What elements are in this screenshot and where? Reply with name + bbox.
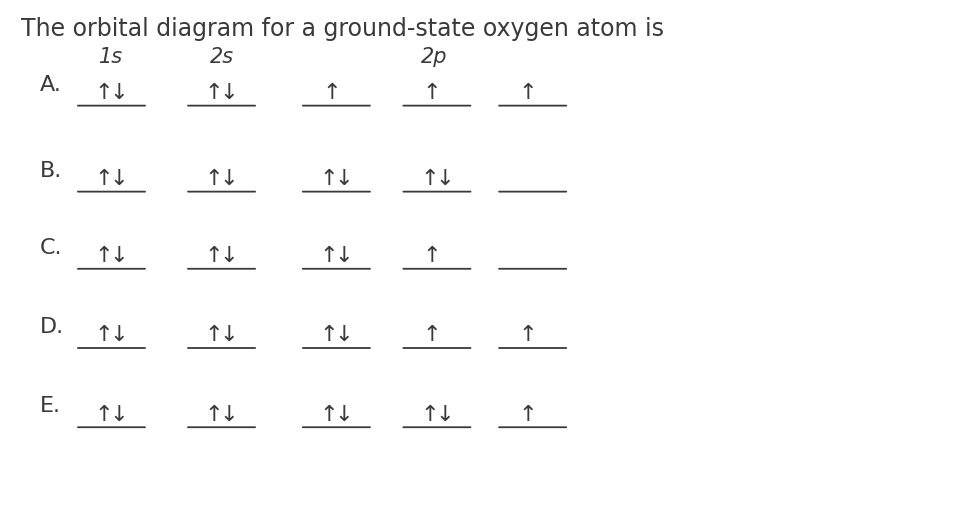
Text: ↓: ↓ — [109, 246, 129, 266]
Text: ↓: ↓ — [335, 405, 353, 424]
Text: ↓: ↓ — [109, 83, 129, 103]
Text: ↓: ↓ — [220, 83, 238, 103]
Text: ↑: ↑ — [320, 325, 338, 345]
Text: B.: B. — [39, 161, 62, 181]
Text: ↑: ↑ — [94, 325, 113, 345]
Text: ↑: ↑ — [94, 169, 113, 189]
Text: ↓: ↓ — [435, 405, 454, 424]
Text: ↑: ↑ — [204, 325, 224, 345]
Text: 2s: 2s — [209, 47, 233, 67]
Text: ↓: ↓ — [220, 405, 238, 424]
Text: ↓: ↓ — [109, 169, 129, 189]
Text: ↓: ↓ — [220, 325, 238, 345]
Text: ↓: ↓ — [109, 325, 129, 345]
Text: ↓: ↓ — [220, 246, 238, 266]
Text: ↑: ↑ — [94, 83, 113, 103]
Text: ↑: ↑ — [422, 246, 442, 266]
Text: 2p: 2p — [421, 47, 447, 67]
Text: C.: C. — [39, 238, 62, 258]
Text: ↑: ↑ — [204, 246, 224, 266]
Text: ↓: ↓ — [109, 405, 129, 424]
Text: ↑: ↑ — [204, 169, 224, 189]
Text: ↑: ↑ — [422, 325, 442, 345]
Text: ↓: ↓ — [435, 169, 454, 189]
Text: ↑: ↑ — [518, 83, 538, 103]
Text: ↑: ↑ — [323, 83, 341, 103]
Text: ↑: ↑ — [204, 405, 224, 424]
Text: ↑: ↑ — [518, 405, 538, 424]
Text: ↑: ↑ — [94, 246, 113, 266]
Text: ↑: ↑ — [204, 83, 224, 103]
Text: ↓: ↓ — [335, 246, 353, 266]
Text: ↓: ↓ — [220, 169, 238, 189]
Text: A.: A. — [39, 75, 61, 95]
Text: ↑: ↑ — [420, 169, 439, 189]
Text: 1s: 1s — [100, 47, 124, 67]
Text: ↑: ↑ — [420, 405, 439, 424]
Text: D.: D. — [39, 317, 63, 337]
Text: ↑: ↑ — [422, 83, 442, 103]
Text: ↓: ↓ — [335, 325, 353, 345]
Text: ↑: ↑ — [94, 405, 113, 424]
Text: The orbital diagram for a ground-state oxygen atom is: The orbital diagram for a ground-state o… — [20, 17, 663, 41]
Text: ↓: ↓ — [335, 169, 353, 189]
Text: ↑: ↑ — [518, 325, 538, 345]
Text: ↑: ↑ — [320, 169, 338, 189]
Text: E.: E. — [39, 396, 60, 417]
Text: ↑: ↑ — [320, 246, 338, 266]
Text: ↑: ↑ — [320, 405, 338, 424]
